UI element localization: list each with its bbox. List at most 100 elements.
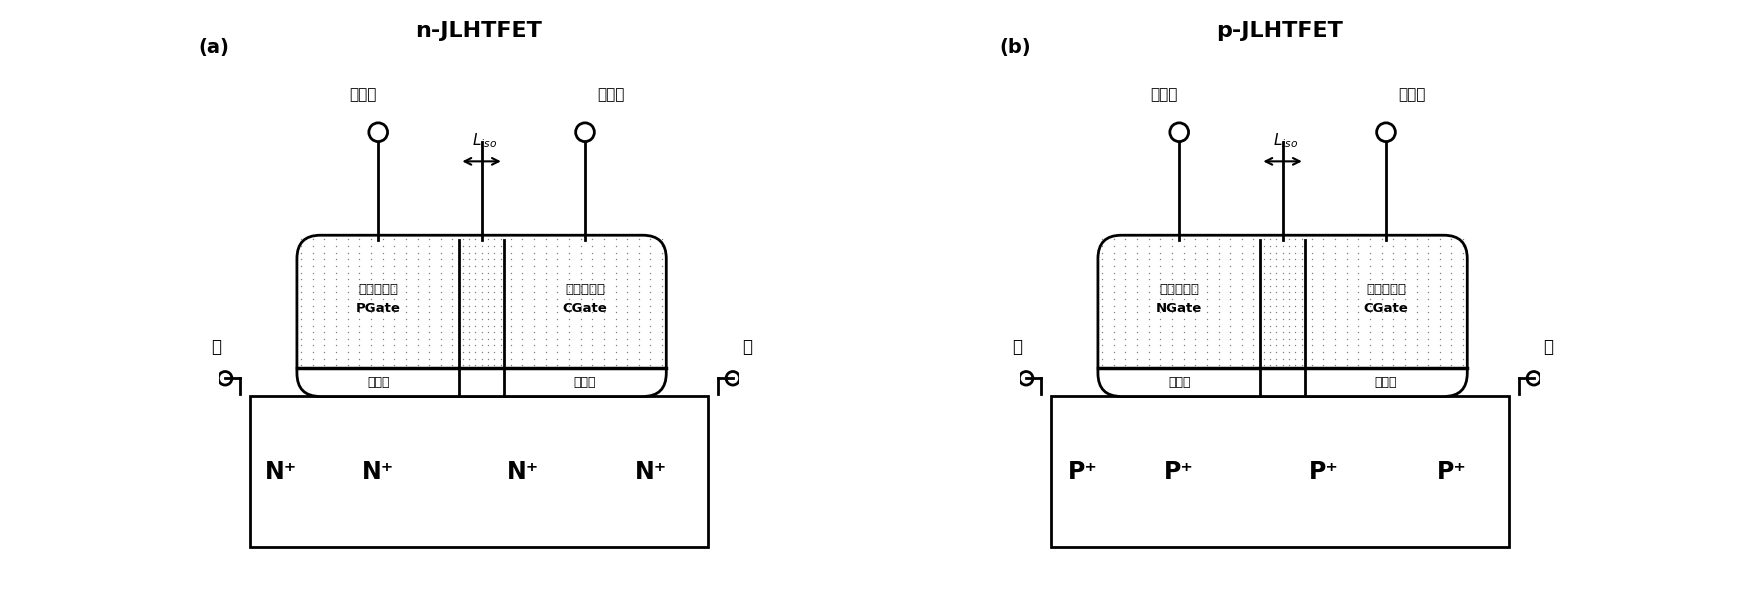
Point <box>647 254 675 264</box>
Point <box>480 268 508 277</box>
Point <box>1122 301 1150 310</box>
Point <box>1170 334 1198 343</box>
Point <box>487 234 515 244</box>
Point <box>1249 334 1277 343</box>
Point <box>531 301 559 310</box>
Point <box>544 301 572 310</box>
Point <box>589 334 617 343</box>
Point <box>1367 334 1395 343</box>
Point <box>461 327 489 337</box>
Point <box>1170 274 1198 284</box>
Point <box>1437 301 1465 310</box>
Point <box>369 314 398 323</box>
Point <box>480 241 508 251</box>
Point <box>566 241 595 251</box>
Point <box>1135 274 1163 284</box>
Point <box>1182 360 1210 370</box>
Point <box>310 314 338 323</box>
Point <box>1240 314 1268 323</box>
Point <box>1427 234 1455 244</box>
Point <box>1391 234 1420 244</box>
Point <box>637 340 665 350</box>
Point <box>1288 307 1316 317</box>
Point <box>1099 340 1128 350</box>
Point <box>480 360 508 370</box>
Point <box>1298 307 1326 317</box>
Text: 栊介质: 栊介质 <box>368 376 389 389</box>
Point <box>299 327 327 337</box>
Point <box>1089 248 1117 257</box>
Point <box>1135 314 1163 323</box>
Point <box>1135 254 1163 264</box>
Point <box>1215 254 1244 264</box>
Point <box>1256 340 1284 350</box>
Point <box>1281 248 1309 257</box>
Point <box>287 340 315 350</box>
Point <box>1263 274 1291 284</box>
Point <box>1263 348 1291 357</box>
Point <box>1135 301 1163 310</box>
Point <box>544 234 572 244</box>
Point <box>403 334 431 343</box>
Point <box>1263 254 1291 264</box>
Point <box>322 327 350 337</box>
Point <box>1333 287 1361 297</box>
Point <box>544 314 572 323</box>
Point <box>1089 268 1117 277</box>
Point <box>1367 241 1395 251</box>
Point <box>1240 327 1268 337</box>
Point <box>1298 248 1326 257</box>
Point <box>299 354 327 363</box>
Point <box>647 301 675 310</box>
Point <box>496 248 524 257</box>
Point <box>485 354 514 363</box>
Point <box>1427 334 1455 343</box>
Point <box>1402 274 1430 284</box>
Point <box>480 281 508 290</box>
Point <box>1263 360 1291 370</box>
Point <box>637 268 665 277</box>
Point <box>1215 301 1244 310</box>
Point <box>1215 327 1244 337</box>
Point <box>1228 268 1256 277</box>
Point <box>1274 248 1302 257</box>
Point <box>456 334 484 343</box>
Point <box>508 294 536 304</box>
Point <box>508 248 536 257</box>
Point <box>1205 307 1233 317</box>
Point <box>1402 248 1430 257</box>
Point <box>473 234 501 244</box>
Point <box>1286 321 1314 330</box>
Point <box>480 348 508 357</box>
Point <box>1193 254 1221 264</box>
Point <box>637 254 665 264</box>
Point <box>334 301 362 310</box>
Point <box>487 268 515 277</box>
Point <box>589 281 617 290</box>
Point <box>624 301 653 310</box>
Point <box>485 360 514 370</box>
Point <box>450 274 478 284</box>
Point <box>637 274 665 284</box>
Point <box>403 354 431 363</box>
Point <box>299 248 327 257</box>
Bar <box>459 231 503 370</box>
Point <box>1437 307 1465 317</box>
Point <box>485 327 514 337</box>
Point <box>1379 340 1407 350</box>
Point <box>1414 314 1442 323</box>
Point <box>380 274 408 284</box>
Point <box>1256 334 1284 343</box>
Point <box>449 327 477 337</box>
Point <box>579 348 607 357</box>
Point <box>473 354 501 363</box>
Point <box>1437 234 1465 244</box>
Point <box>380 254 408 264</box>
Point <box>602 360 630 370</box>
Point <box>487 241 515 251</box>
Point <box>1147 301 1175 310</box>
Point <box>624 241 653 251</box>
Text: P⁺: P⁺ <box>1309 460 1339 484</box>
Point <box>508 348 536 357</box>
Point <box>1228 254 1256 264</box>
